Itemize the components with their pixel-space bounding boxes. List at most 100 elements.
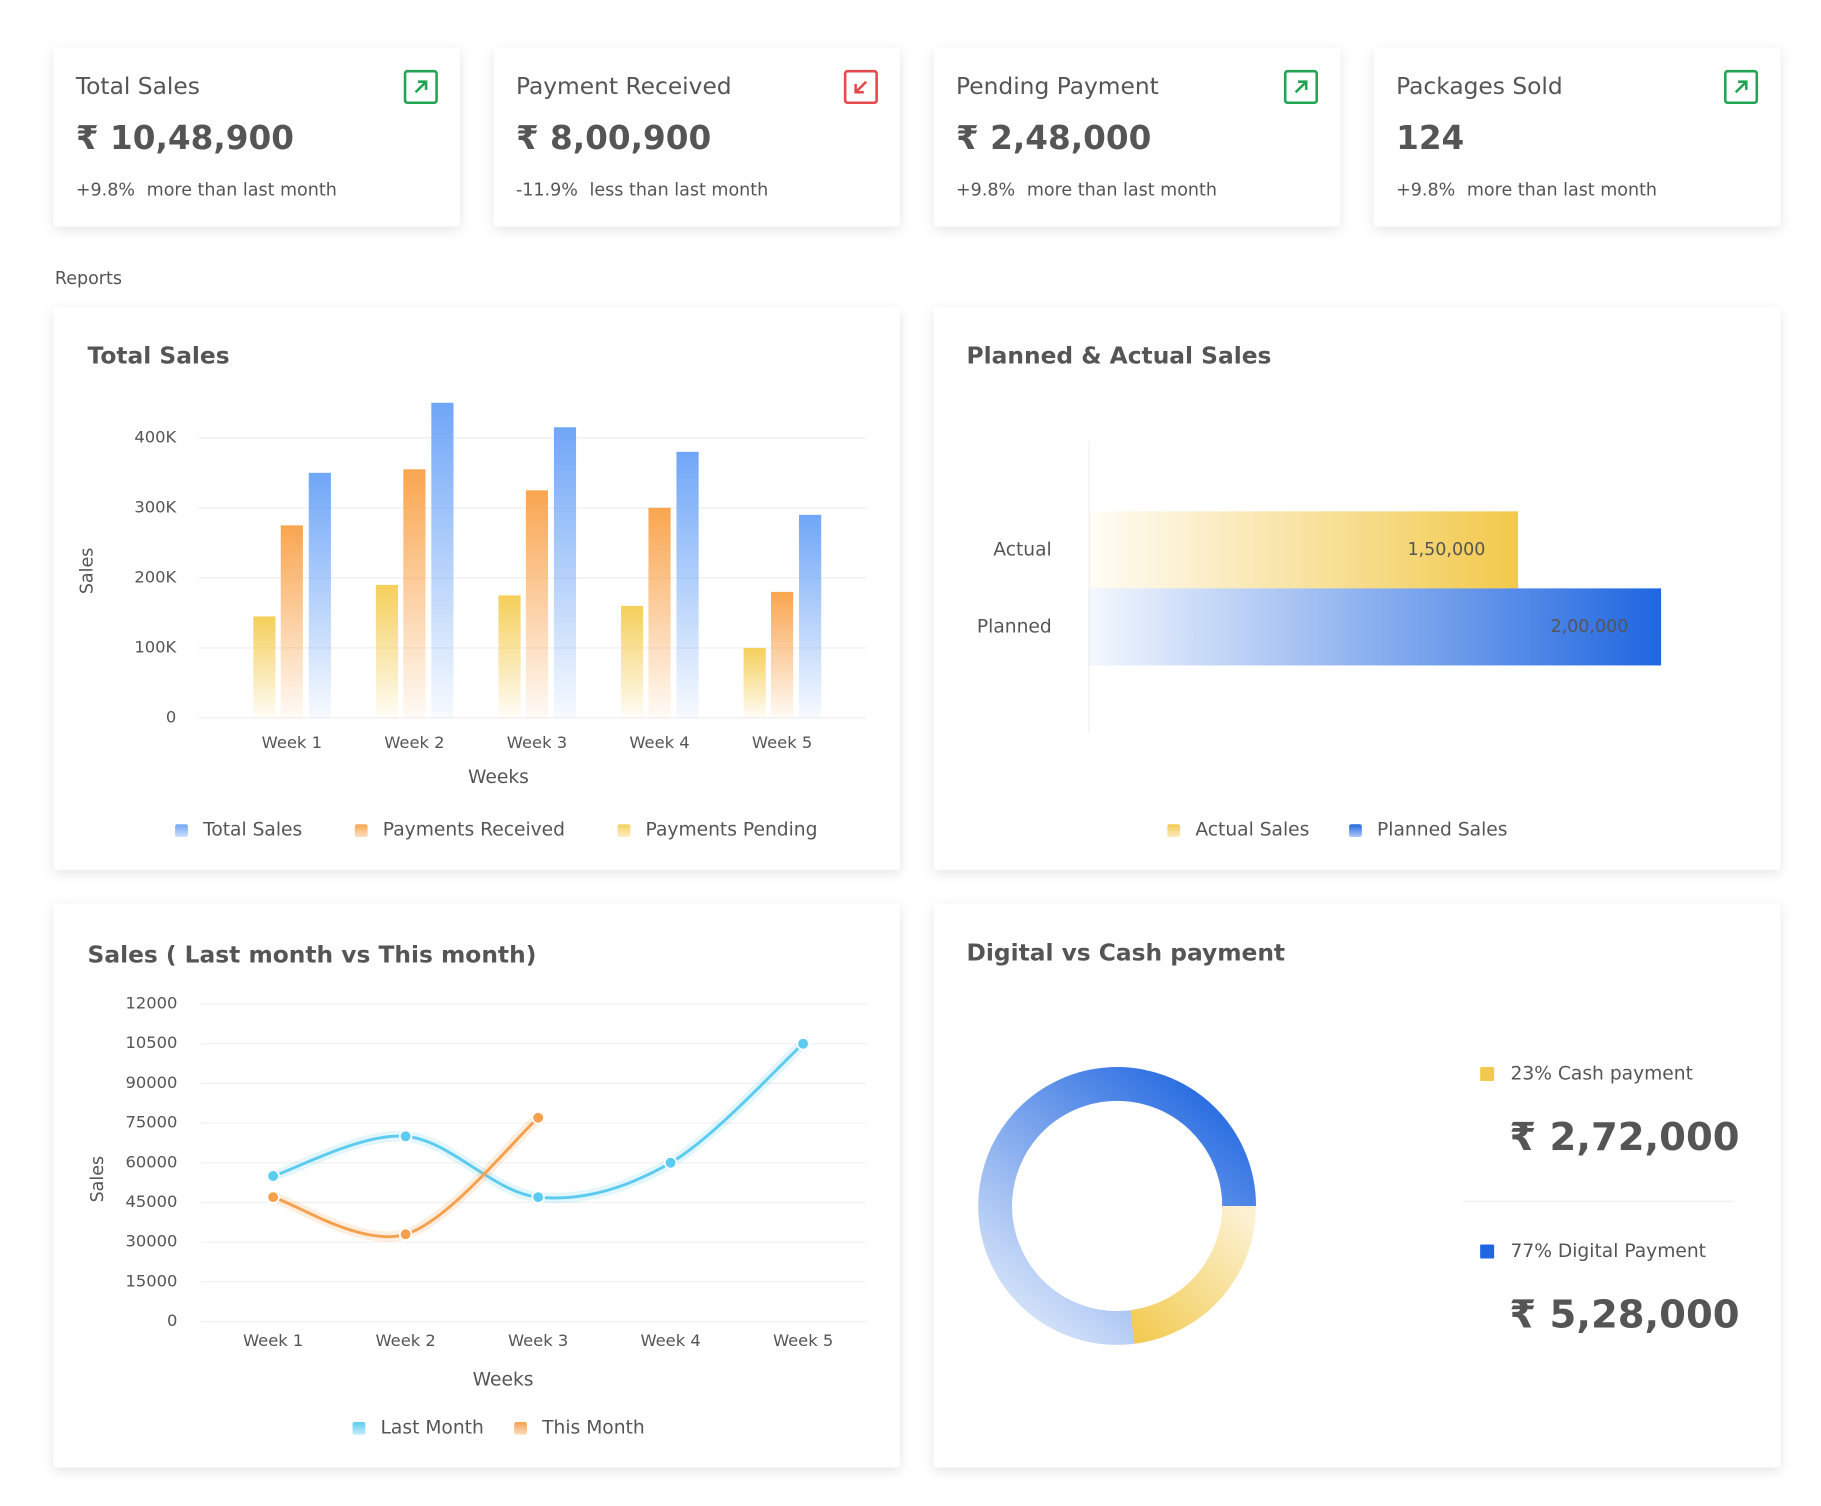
legend-label: Actual Sales [1195, 820, 1309, 841]
bar [375, 584, 399, 718]
kpi-change: +9.8% [76, 180, 135, 200]
bar [553, 427, 577, 718]
x-tick-label: Week 5 [773, 1331, 833, 1350]
donut-segment [978, 1067, 1257, 1345]
chart-title: Digital vs Cash payment [967, 938, 1286, 966]
y-axis-label: Sales [78, 548, 98, 595]
trend-arrow [1734, 80, 1748, 94]
trend-icon [403, 69, 438, 105]
x-tick-label: Week 4 [629, 733, 689, 752]
x-tick-label: Week 1 [243, 1331, 303, 1350]
legend-swatch [1167, 824, 1181, 838]
point [796, 1036, 810, 1051]
value-label: 2,00,000 [1550, 617, 1628, 637]
kpi-title: Packages Sold [1396, 72, 1563, 100]
x-tick-label: Week 2 [384, 733, 444, 752]
y-tick-label: 60000 [125, 1152, 177, 1171]
bar [1089, 588, 1662, 666]
kpi-card [53, 47, 460, 227]
y-tick-label: 0 [166, 707, 176, 726]
kpi-value: ₹ 8,00,900 [516, 119, 711, 157]
point [663, 1156, 678, 1170]
kpi-card [1373, 47, 1781, 227]
legend-swatch [352, 1421, 366, 1435]
y-axis-label: Sales [88, 1156, 108, 1203]
y-tick-label: 15000 [125, 1271, 177, 1290]
kpi-value: 124 [1396, 119, 1464, 157]
legend-label: This Month [541, 1417, 645, 1438]
trend-icon [1283, 69, 1319, 105]
x-tick-label: Week 2 [375, 1331, 435, 1350]
kpi-note: more than last month [1467, 180, 1657, 200]
x-tick-label: Week 4 [640, 1331, 700, 1350]
trend-icon [843, 69, 878, 105]
legend-swatch [1349, 824, 1362, 838]
donut-segment [1129, 1205, 1257, 1344]
x-axis-label: Weeks [473, 1369, 534, 1390]
amount: ₹ 5,28,000 [1509, 1292, 1739, 1337]
section-label: Reports [55, 269, 122, 289]
trend-icon [1723, 69, 1759, 105]
legend-swatch [514, 1421, 527, 1435]
legend-label: 23% Cash payment [1510, 1064, 1692, 1085]
x-tick-label: Week 3 [507, 733, 567, 752]
bar [621, 605, 644, 718]
point [398, 1227, 413, 1241]
kpi-note: more than last month [147, 180, 337, 200]
bar [525, 490, 549, 718]
chart-title: Planned & Actual Sales [967, 342, 1272, 370]
y-tick-label: 10500 [125, 1033, 177, 1052]
category-label: Actual [993, 539, 1051, 560]
y-tick-label: 300K [134, 497, 177, 516]
kpi-title: Pending Payment [956, 72, 1159, 100]
legend-label: Last Month [381, 1417, 484, 1438]
bar [648, 507, 671, 718]
bar [431, 402, 454, 718]
legend-label: Planned Sales [1377, 820, 1507, 841]
legend-swatch [617, 824, 631, 838]
legend-swatch [1480, 1067, 1495, 1082]
y-tick-label: 100K [134, 637, 177, 656]
chart-title: Sales ( Last month vs This month) [88, 941, 537, 969]
legend-swatch [354, 824, 368, 838]
bar [771, 591, 794, 718]
bar [1089, 511, 1519, 589]
trend-arrow [854, 80, 868, 94]
x-tick-label: Week 1 [262, 733, 322, 752]
legend-swatch [175, 824, 188, 838]
point [266, 1169, 280, 1183]
x-axis-label: Weeks [468, 767, 529, 788]
bar [253, 616, 276, 718]
bar [280, 525, 303, 718]
y-tick-label: 45000 [125, 1192, 177, 1211]
bar [743, 647, 766, 718]
report-panel [933, 903, 1781, 1468]
chart-title: Total Sales [88, 342, 230, 370]
bar [308, 472, 331, 718]
bar [676, 451, 699, 718]
x-tick-label: Week 5 [752, 733, 812, 752]
point [266, 1190, 280, 1204]
point [531, 1190, 545, 1204]
legend-label: Payments Received [383, 820, 565, 841]
legend-label: Payments Pending [646, 820, 818, 841]
kpi-change: +9.8% [1396, 180, 1455, 200]
category-label: Planned [977, 616, 1052, 637]
kpi-value: ₹ 10,48,900 [76, 119, 294, 157]
trend-arrow [1294, 80, 1308, 94]
kpi-change: -11.9% [516, 180, 578, 200]
kpi-title: Payment Received [516, 72, 732, 100]
kpi-value: ₹ 2,48,000 [956, 119, 1151, 157]
y-tick-label: 200K [134, 567, 177, 586]
y-tick-label: 12000 [125, 993, 177, 1012]
y-tick-label: 400K [134, 427, 177, 446]
legend-label: Total Sales [202, 820, 302, 841]
y-tick-label: 75000 [125, 1113, 177, 1132]
legend-label: 77% Digital Payment [1510, 1241, 1706, 1262]
point [531, 1111, 545, 1125]
y-tick-label: 90000 [125, 1073, 177, 1092]
x-tick-label: Week 3 [508, 1331, 568, 1350]
trend-arrow [414, 80, 428, 94]
